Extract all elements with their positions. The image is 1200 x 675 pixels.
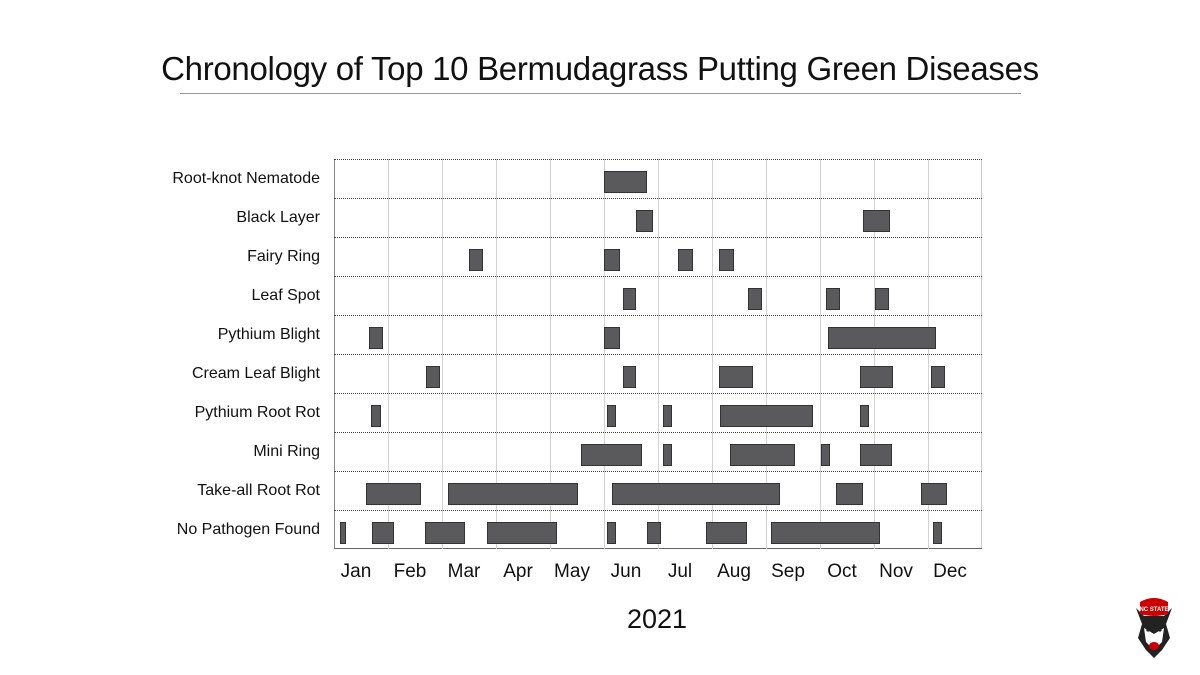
y-tick-label: Leaf Spot	[251, 287, 321, 304]
disease-occurrence-bar	[662, 444, 673, 466]
y-tick-label: Take-all Root Rot	[197, 482, 320, 499]
y-tick-label: Root-knot Nematode	[172, 170, 320, 187]
nc-state-wolf-logo-icon: NC STATE	[1136, 598, 1172, 658]
disease-occurrence-bar	[875, 288, 890, 310]
disease-occurrence-bar	[931, 366, 946, 388]
svg-text:NC STATE: NC STATE	[1139, 607, 1168, 613]
disease-occurrence-bar	[371, 405, 381, 427]
disease-occurrence-bar	[607, 405, 616, 427]
disease-occurrence-bar	[933, 522, 943, 544]
y-tick-label: Mini Ring	[253, 443, 320, 460]
plot-area	[334, 159, 982, 549]
disease-occurrence-bar	[859, 366, 893, 388]
y-tick-label: Pythium Blight	[217, 326, 320, 343]
chart-title: Chronology of Top 10 Bermudagrass Puttin…	[161, 50, 1039, 87]
x-tick-label: Sep	[771, 561, 805, 582]
x-axis-label: 2021	[626, 604, 688, 634]
y-tick-label: Pythium Root Rot	[194, 404, 320, 421]
row-gridline	[334, 315, 982, 316]
disease-occurrence-bar	[662, 405, 673, 427]
disease-occurrence-bar	[486, 522, 557, 544]
x-tick-label: Mar	[447, 561, 481, 582]
disease-occurrence-bar	[719, 249, 734, 271]
x-tick-label: May	[554, 561, 590, 582]
disease-occurrence-bar	[622, 366, 637, 388]
disease-occurrence-bar	[729, 444, 796, 466]
disease-occurrence-bar	[369, 327, 383, 349]
disease-occurrence-bar	[859, 444, 892, 466]
x-tick-label: Jan	[340, 561, 372, 582]
row-gridline	[334, 393, 982, 394]
row-gridline	[334, 432, 982, 433]
disease-occurrence-bar	[920, 483, 947, 505]
row-gridline	[334, 159, 982, 160]
row-gridline	[334, 471, 982, 472]
y-tick-label: Fairy Ring	[247, 248, 320, 265]
disease-occurrence-bar	[863, 210, 891, 232]
disease-occurrence-bar	[622, 288, 637, 310]
disease-occurrence-bar	[836, 483, 864, 505]
disease-occurrence-bar	[607, 522, 616, 544]
row-gridline	[334, 276, 982, 277]
disease-occurrence-bar	[706, 522, 748, 544]
disease-occurrence-bar	[425, 366, 440, 388]
disease-occurrence-bar	[580, 444, 642, 466]
disease-occurrence-bar	[604, 327, 621, 349]
disease-occurrence-bar	[371, 522, 394, 544]
x-tick-label: Nov	[879, 561, 913, 582]
disease-occurrence-bar	[636, 210, 653, 232]
y-tick-label: Black Layer	[236, 209, 320, 226]
row-gridline	[334, 354, 982, 355]
disease-occurrence-bar	[447, 483, 579, 505]
x-tick-label: Feb	[393, 561, 427, 582]
disease-occurrence-bar	[339, 522, 346, 544]
disease-occurrence-bar	[612, 483, 781, 505]
row-gridline	[334, 198, 982, 199]
disease-occurrence-bar	[828, 327, 937, 349]
x-tick-label: Aug	[717, 561, 751, 582]
disease-occurrence-bar	[825, 288, 840, 310]
y-tick-label: No Pathogen Found	[176, 521, 320, 538]
disease-occurrence-bar	[647, 522, 662, 544]
row-gridline	[334, 237, 982, 238]
y-tick-label: Cream Leaf Blight	[191, 365, 320, 382]
x-tick-label: Dec	[933, 561, 967, 582]
disease-occurrence-bar	[677, 249, 694, 271]
disease-occurrence-bar	[748, 288, 763, 310]
x-tick-label: Oct	[827, 561, 857, 582]
disease-occurrence-bar	[770, 522, 880, 544]
disease-occurrence-bar	[425, 522, 466, 544]
disease-occurrence-bar	[469, 249, 483, 271]
disease-occurrence-bar	[719, 366, 754, 388]
disease-occurrence-bar	[604, 249, 621, 271]
x-tick-label: Jul	[667, 561, 693, 582]
row-gridline	[334, 510, 982, 511]
disease-occurrence-bar	[604, 171, 648, 193]
disease-occurrence-bar	[720, 405, 813, 427]
disease-occurrence-bar	[821, 444, 831, 466]
x-tick-label: Jun	[610, 561, 642, 582]
x-tick-label: Apr	[503, 561, 533, 582]
disease-occurrence-bar	[365, 483, 421, 505]
title-underline	[180, 93, 1021, 94]
disease-occurrence-bar	[859, 405, 870, 427]
